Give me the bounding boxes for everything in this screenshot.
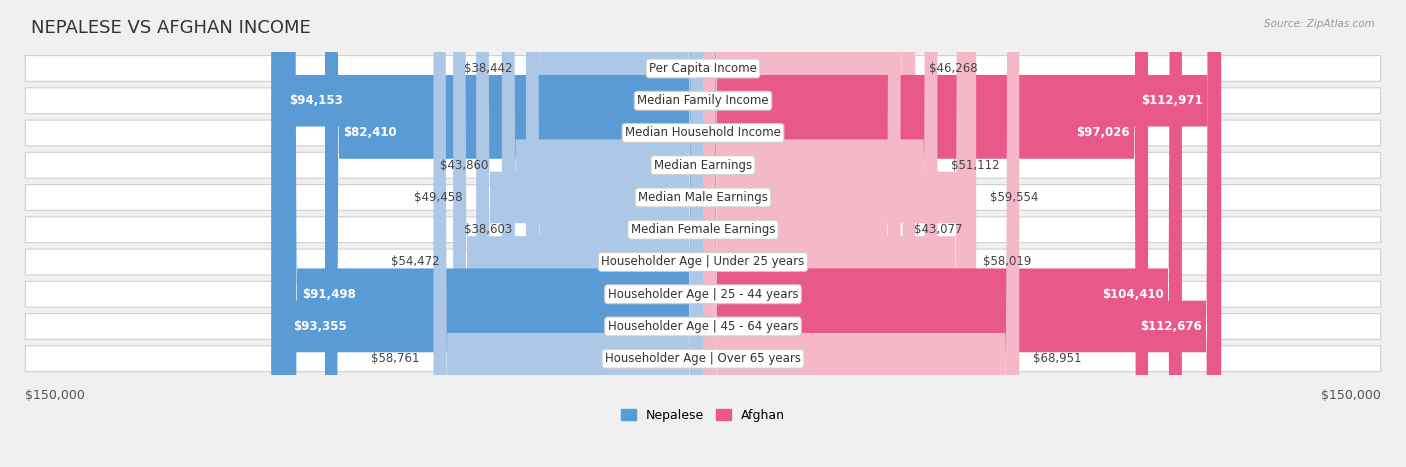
Text: $38,603: $38,603 (464, 223, 512, 236)
Text: $93,355: $93,355 (294, 320, 347, 333)
FancyBboxPatch shape (25, 217, 1381, 243)
FancyBboxPatch shape (25, 120, 1381, 146)
FancyBboxPatch shape (271, 0, 703, 467)
FancyBboxPatch shape (25, 184, 1381, 210)
FancyBboxPatch shape (703, 0, 1182, 467)
Text: $49,458: $49,458 (413, 191, 463, 204)
Text: $43,860: $43,860 (440, 159, 488, 172)
FancyBboxPatch shape (25, 56, 1381, 81)
Text: $38,442: $38,442 (464, 62, 513, 75)
FancyBboxPatch shape (527, 0, 703, 467)
Text: $150,000: $150,000 (1320, 389, 1381, 403)
FancyBboxPatch shape (284, 0, 703, 467)
Text: $97,026: $97,026 (1076, 127, 1129, 140)
Text: Median Household Income: Median Household Income (626, 127, 780, 140)
FancyBboxPatch shape (25, 346, 1381, 372)
FancyBboxPatch shape (703, 0, 915, 467)
FancyBboxPatch shape (25, 281, 1381, 307)
Text: $68,951: $68,951 (1033, 352, 1081, 365)
FancyBboxPatch shape (453, 0, 703, 467)
Text: $51,112: $51,112 (952, 159, 1000, 172)
FancyBboxPatch shape (703, 0, 969, 467)
FancyBboxPatch shape (703, 0, 901, 467)
FancyBboxPatch shape (703, 0, 976, 467)
Text: Householder Age | Under 25 years: Householder Age | Under 25 years (602, 255, 804, 269)
Text: $82,410: $82,410 (343, 127, 396, 140)
Text: $43,077: $43,077 (914, 223, 963, 236)
Text: $104,410: $104,410 (1102, 288, 1164, 301)
FancyBboxPatch shape (25, 249, 1381, 275)
FancyBboxPatch shape (25, 313, 1381, 340)
FancyBboxPatch shape (25, 152, 1381, 178)
FancyBboxPatch shape (433, 0, 703, 467)
Text: $58,761: $58,761 (371, 352, 420, 365)
FancyBboxPatch shape (703, 0, 1019, 467)
Text: $91,498: $91,498 (302, 288, 356, 301)
Text: $46,268: $46,268 (929, 62, 977, 75)
Text: Median Female Earnings: Median Female Earnings (631, 223, 775, 236)
FancyBboxPatch shape (502, 0, 703, 467)
Legend: Nepalese, Afghan: Nepalese, Afghan (616, 403, 790, 427)
FancyBboxPatch shape (477, 0, 703, 467)
Text: NEPALESE VS AFGHAN INCOME: NEPALESE VS AFGHAN INCOME (31, 19, 311, 37)
FancyBboxPatch shape (703, 0, 1149, 467)
Text: Per Capita Income: Per Capita Income (650, 62, 756, 75)
Text: $58,019: $58,019 (983, 255, 1031, 269)
Text: Householder Age | Over 65 years: Householder Age | Over 65 years (605, 352, 801, 365)
Text: $150,000: $150,000 (25, 389, 86, 403)
Text: Median Male Earnings: Median Male Earnings (638, 191, 768, 204)
FancyBboxPatch shape (25, 88, 1381, 113)
Text: $54,472: $54,472 (391, 255, 440, 269)
Text: $112,971: $112,971 (1142, 94, 1202, 107)
Text: Median Earnings: Median Earnings (654, 159, 752, 172)
FancyBboxPatch shape (703, 0, 1220, 467)
Text: $59,554: $59,554 (990, 191, 1038, 204)
FancyBboxPatch shape (274, 0, 703, 467)
Text: Median Family Income: Median Family Income (637, 94, 769, 107)
FancyBboxPatch shape (325, 0, 703, 467)
Text: Householder Age | 25 - 44 years: Householder Age | 25 - 44 years (607, 288, 799, 301)
FancyBboxPatch shape (526, 0, 703, 467)
Text: Source: ZipAtlas.com: Source: ZipAtlas.com (1264, 19, 1375, 28)
Text: $94,153: $94,153 (290, 94, 343, 107)
Text: Householder Age | 45 - 64 years: Householder Age | 45 - 64 years (607, 320, 799, 333)
FancyBboxPatch shape (703, 0, 1222, 467)
FancyBboxPatch shape (703, 0, 938, 467)
Text: $112,676: $112,676 (1140, 320, 1202, 333)
